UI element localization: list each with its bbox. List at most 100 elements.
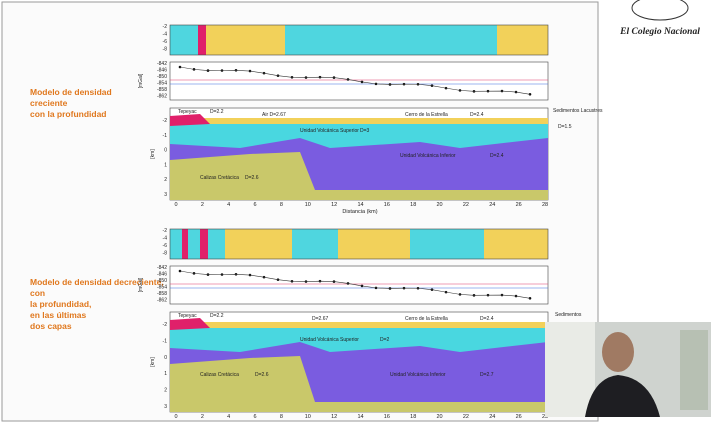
x-tick: 8 bbox=[280, 202, 283, 208]
gravity-tick: -850 bbox=[157, 278, 167, 284]
depth-tick: 2 bbox=[164, 177, 167, 183]
gravity-frame bbox=[169, 61, 549, 101]
webcam-wall bbox=[545, 322, 595, 417]
depth-tick: 3 bbox=[164, 404, 167, 410]
depth-tick: 0 bbox=[164, 355, 167, 361]
layer-label: D=2.4 bbox=[470, 112, 484, 118]
gravity-tick: -846 bbox=[157, 68, 167, 74]
strip-tick: -2 bbox=[163, 228, 168, 234]
layer-limestone bbox=[170, 152, 548, 200]
x-tick: 10 bbox=[305, 414, 311, 420]
gravity-tick: -858 bbox=[157, 87, 167, 93]
x-tick: 12 bbox=[331, 202, 337, 208]
density-strip bbox=[484, 229, 548, 259]
layer-label: Cerro de la Estrella bbox=[405, 316, 448, 322]
density-strip bbox=[225, 229, 292, 259]
density-strip bbox=[170, 25, 198, 55]
x-tick: 16 bbox=[384, 202, 390, 208]
logo-text: El Colegio Nacional bbox=[619, 27, 700, 37]
logo-emblem bbox=[631, 0, 689, 21]
density-strip bbox=[182, 229, 188, 259]
density-strip bbox=[292, 229, 338, 259]
layer-label: D=2.67 bbox=[312, 316, 328, 322]
depth-tick: -2 bbox=[163, 118, 168, 124]
x-tick: 10 bbox=[305, 202, 311, 208]
layer-label: Tepeyac bbox=[178, 313, 197, 319]
depth-unit: [km] bbox=[150, 149, 156, 159]
strip-frame bbox=[169, 24, 549, 56]
layer-label: Unidad Volcánica Superior bbox=[300, 128, 359, 134]
layer-sediments bbox=[170, 118, 548, 124]
density-strip bbox=[497, 25, 548, 55]
caption: Modelo de densidad creciente con la profun… bbox=[30, 87, 112, 119]
x-tick: 14 bbox=[357, 414, 363, 420]
depth-tick: -1 bbox=[163, 338, 168, 344]
gravity-tick: -854 bbox=[157, 285, 167, 291]
gravity-tick: -862 bbox=[157, 94, 167, 100]
layer-label: D=2.4 bbox=[480, 316, 494, 322]
density-strip bbox=[198, 25, 206, 55]
x-tick: 6 bbox=[254, 202, 257, 208]
layer-limestone bbox=[170, 356, 548, 412]
density-strip bbox=[285, 25, 497, 55]
gravity-tick: -842 bbox=[157, 265, 167, 271]
density-strip bbox=[206, 25, 285, 55]
depth-tick: 2 bbox=[164, 388, 167, 394]
density-strip bbox=[208, 229, 225, 259]
gravity-tick: -842 bbox=[157, 61, 167, 67]
strip-tick: -4 bbox=[163, 32, 168, 38]
layer-label: Unidad Volcánica Superior bbox=[300, 337, 359, 343]
webcam-person-body bbox=[585, 375, 660, 417]
x-tick: 24 bbox=[489, 202, 495, 208]
x-tick: 22 bbox=[463, 414, 469, 420]
x-tick: 2 bbox=[201, 202, 204, 208]
x-tick: 8 bbox=[280, 414, 283, 420]
x-tick: 4 bbox=[227, 202, 230, 208]
x-tick: 26 bbox=[516, 414, 522, 420]
depth-unit: [km] bbox=[150, 357, 156, 367]
x-tick: 0 bbox=[174, 202, 177, 208]
webcam-person-head bbox=[602, 332, 634, 372]
density-strip bbox=[170, 229, 182, 259]
strip-tick: -6 bbox=[163, 39, 168, 45]
density-strip bbox=[200, 229, 208, 259]
gravity-point bbox=[528, 297, 532, 300]
layer-label: Sedimentos bbox=[555, 312, 582, 318]
layer-tepeyac bbox=[170, 318, 210, 330]
layer-label: Unidad Volcánica Inferior bbox=[400, 153, 456, 159]
layer-label: D=3 bbox=[360, 128, 370, 134]
depth-tick: -1 bbox=[163, 133, 168, 139]
x-tick: 18 bbox=[410, 202, 416, 208]
layer-label: Sedimentos Lacustres bbox=[553, 108, 603, 114]
strip-frame bbox=[169, 228, 549, 260]
layer-label: D=2.2 bbox=[210, 109, 224, 115]
x-tick: 16 bbox=[384, 414, 390, 420]
layer-label: D=2.4 bbox=[490, 153, 504, 159]
x-tick: 14 bbox=[357, 202, 363, 208]
depth-tick: 3 bbox=[164, 192, 167, 198]
layer-label: Tepeyac bbox=[178, 109, 197, 115]
x-tick: 12 bbox=[331, 414, 337, 420]
strip-tick: -4 bbox=[163, 236, 168, 242]
layer-label: Calizas Cretácica bbox=[200, 372, 239, 378]
x-tick: 20 bbox=[437, 202, 443, 208]
x-tick: 0 bbox=[174, 414, 177, 420]
x-tick: 28 bbox=[542, 202, 548, 208]
model-1: Modelo de densidad creciente con la profun… bbox=[30, 24, 603, 215]
x-tick: 6 bbox=[254, 414, 257, 420]
layer-label: Unidad Volcánica Inferior bbox=[390, 372, 446, 378]
layer-label: D=2.2 bbox=[210, 313, 224, 319]
x-tick: 24 bbox=[489, 414, 495, 420]
depth-tick: 1 bbox=[164, 162, 167, 168]
strip-tick: -8 bbox=[163, 47, 168, 53]
strip-tick: -2 bbox=[163, 24, 168, 30]
layer-label: D=2.6 bbox=[245, 175, 259, 181]
x-tick: 4 bbox=[227, 414, 230, 420]
model-2: Modelo de densidad decreciente, con la pr… bbox=[30, 228, 582, 420]
x-tick: 22 bbox=[463, 202, 469, 208]
layer-label: Calizas Cretácica bbox=[200, 175, 239, 181]
strip-tick: -8 bbox=[163, 251, 168, 257]
strip-tick: -6 bbox=[163, 243, 168, 249]
gravity-unit: [mGal] bbox=[138, 73, 144, 88]
layer-label: D=2.7 bbox=[480, 372, 494, 378]
